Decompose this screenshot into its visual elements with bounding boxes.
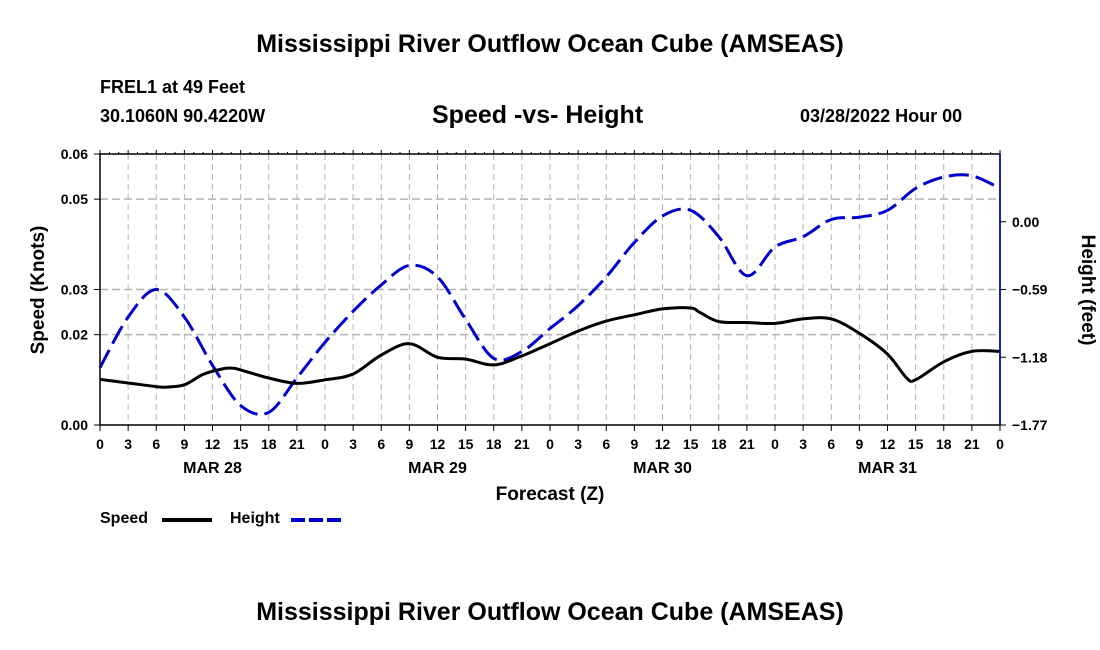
x-tick-label: 3 — [349, 436, 357, 452]
x-tick-label: 9 — [405, 436, 413, 452]
legend-height-label: Height — [230, 510, 280, 527]
y-tick-label: 0.00 — [61, 417, 88, 433]
y2-tick-label: −1.77 — [1012, 417, 1048, 433]
x-tick-label: 18 — [486, 436, 502, 452]
series-line-height — [98, 173, 1001, 416]
x-tick-label: 12 — [205, 436, 221, 452]
x-tick-label: 6 — [827, 436, 835, 452]
x-tick-label: 21 — [289, 436, 305, 452]
y-tick-label: 0.03 — [61, 282, 88, 298]
x-tick-label: 18 — [711, 436, 727, 452]
x-tick-label: 12 — [430, 436, 446, 452]
coordinates-label: 30.1060N 90.4220W — [100, 106, 266, 126]
y2-tick-label: 0.00 — [1012, 214, 1039, 230]
x-tick-label: 21 — [964, 436, 980, 452]
x-tick-label: 0 — [771, 436, 779, 452]
x-tick-label: 15 — [908, 436, 924, 452]
x-tick-label: 21 — [739, 436, 755, 452]
series-layer — [98, 173, 1001, 416]
x-tick-label: 6 — [152, 436, 160, 452]
x-tick-label: 3 — [799, 436, 807, 452]
x-tick-label: 12 — [655, 436, 671, 452]
x-tick-label: 18 — [261, 436, 277, 452]
x-tick-label: 6 — [602, 436, 610, 452]
y2-tick-label: −1.18 — [1012, 349, 1048, 365]
x-axis-label: Forecast (Z) — [496, 484, 605, 505]
y-tick-label: 0.05 — [61, 191, 88, 207]
x-tick-label: 0 — [321, 436, 329, 452]
x-tick-label: 3 — [124, 436, 132, 452]
x-tick-label: 12 — [880, 436, 896, 452]
run-date-label: 03/28/2022 Hour 00 — [800, 106, 963, 126]
day-label: MAR 28 — [183, 460, 242, 477]
y2-axis-label: Height (feet) — [1077, 235, 1098, 346]
axis-layer: 0 3 6 9 12 15 18 21 0 3 6 9 12 15 18 21 0 3 6 9 12 15 18 21 0 3 6 9… — [61, 146, 1048, 477]
y-tick-label: 0.06 — [61, 146, 88, 162]
x-tick-label: 18 — [936, 436, 952, 452]
chart-title: Speed -vs- Height — [432, 101, 644, 129]
x-tick-label: 9 — [855, 436, 863, 452]
x-tick-label: 0 — [996, 436, 1004, 452]
y-axis-label: Speed (Knots) — [28, 226, 49, 355]
x-tick-label: 9 — [630, 436, 638, 452]
x-tick-label: 15 — [233, 436, 249, 452]
x-tick-label: 0 — [546, 436, 554, 452]
y-tick-label: 0.02 — [61, 327, 88, 343]
grid-layer — [100, 154, 1000, 425]
x-tick-label: 9 — [180, 436, 188, 452]
main-title: Mississippi River Outflow Ocean Cube (AM… — [256, 30, 844, 58]
x-tick-label: 15 — [683, 436, 699, 452]
x-tick-label: 15 — [458, 436, 474, 452]
legend-speed-label: Speed — [100, 510, 149, 527]
day-label: MAR 30 — [633, 460, 692, 477]
x-tick-label: 6 — [377, 436, 385, 452]
day-label: MAR 31 — [858, 460, 917, 477]
x-tick-label: 21 — [514, 436, 530, 452]
station-label: FREL1 at 49 Feet — [100, 77, 246, 97]
y2-tick-label: −0.59 — [1012, 282, 1048, 298]
x-tick-label: 0 — [96, 436, 104, 452]
day-label: MAR 29 — [408, 460, 467, 477]
bottom-title: Mississippi River Outflow Ocean Cube (AM… — [256, 598, 844, 626]
series-line-speed — [99, 306, 1001, 389]
x-tick-label: 3 — [574, 436, 582, 452]
